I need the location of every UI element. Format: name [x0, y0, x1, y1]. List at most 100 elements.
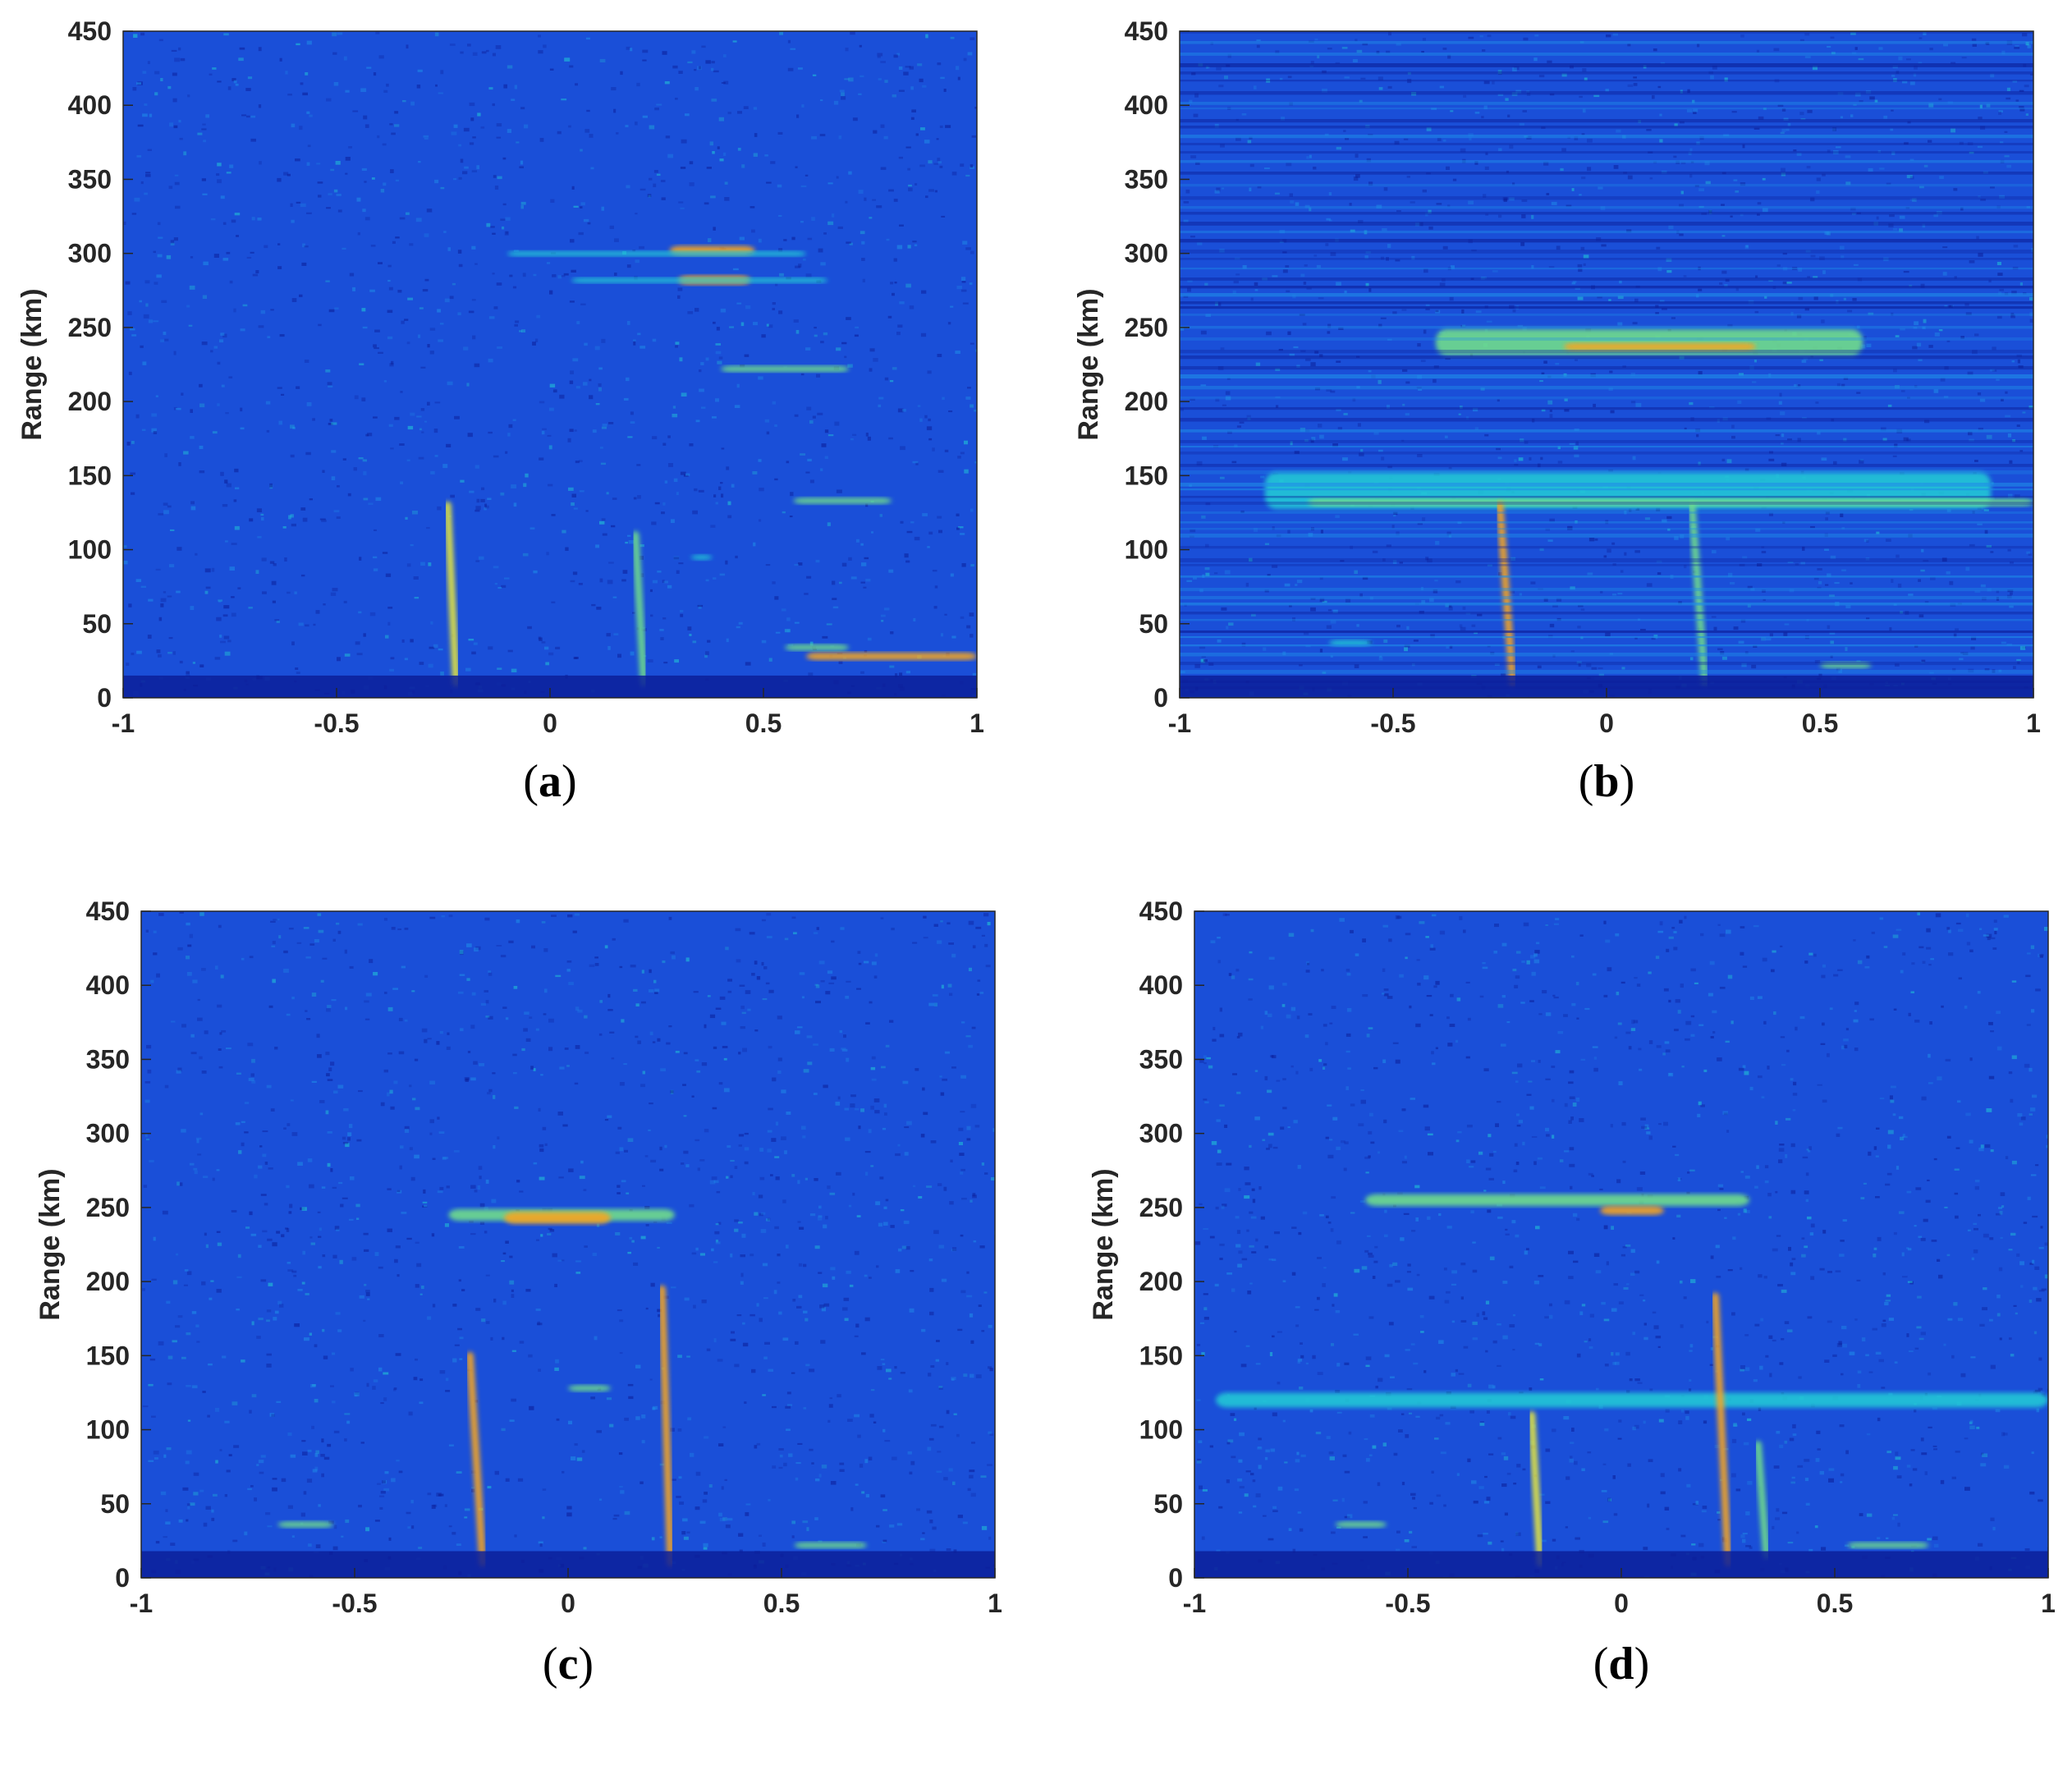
y-tick-label: 350 [68, 164, 112, 194]
noise-texture [123, 31, 977, 698]
y-tick-label: 250 [68, 313, 112, 342]
y-tick-label: 100 [1125, 535, 1168, 565]
y-tick-label: 450 [86, 896, 130, 926]
y-tick-label: 100 [86, 1415, 130, 1445]
x-tick-label: 0.5 [1802, 708, 1838, 738]
x-tick-label: -1 [1168, 708, 1191, 738]
x-tick-label: 0.5 [1817, 1588, 1853, 1618]
echo-band-3 [1335, 1521, 1387, 1528]
y-tick-label: 200 [68, 387, 112, 416]
echo-band-0 [1365, 1194, 1749, 1207]
caption-open-paren: ( [523, 756, 539, 807]
panel-d: -1-0.500.51050100150200250300350400450Do… [1036, 882, 2072, 1765]
x-tick-label: -0.5 [1385, 1588, 1430, 1618]
y-axis-label: Range (km) [16, 288, 48, 440]
echo-band-7 [785, 644, 849, 651]
y-tick-label: 400 [86, 970, 130, 1000]
x-tick-label: 1 [2026, 708, 2041, 738]
heatmap-area [123, 31, 977, 698]
y-tick-label: 250 [1139, 1193, 1183, 1222]
bragg-line-7 [658, 1285, 675, 1567]
echo-band-3 [277, 1521, 333, 1528]
heatmap-chart-d: -1-0.500.51050100150200250300350400450Do… [1088, 896, 2056, 1618]
y-axis-label: Range (km) [34, 1168, 66, 1320]
heatmap-chart-a: -1-0.500.51050100150200250300350400450Do… [16, 16, 984, 738]
caption-letter: a [539, 756, 562, 807]
y-tick-label: 300 [68, 239, 112, 268]
echo-band-4 [1847, 1542, 1929, 1548]
echo-band-1 [504, 1212, 611, 1224]
noise-texture [1194, 912, 2048, 1578]
y-tick-label: 50 [100, 1489, 130, 1519]
y-tick-label: 200 [1125, 387, 1168, 416]
echo-band-3 [571, 277, 827, 283]
y-tick-label: 200 [1139, 1267, 1183, 1296]
y-tick-label: 400 [1139, 970, 1183, 1000]
y-tick-label: 100 [68, 535, 112, 565]
y-tick-label: 250 [86, 1193, 130, 1222]
x-tick-label: -0.5 [332, 1588, 377, 1618]
panel-caption: (d) [1103, 1638, 2072, 1690]
y-tick-label: 400 [68, 90, 112, 120]
y-tick-label: 400 [1125, 90, 1168, 120]
caption-letter: d [1608, 1639, 1634, 1689]
y-tick-label: 450 [1139, 896, 1183, 926]
bragg-line-6 [1496, 501, 1517, 687]
panel-caption: (a) [32, 755, 1068, 808]
echo-band-8 [690, 554, 713, 560]
x-tick-label: -1 [130, 1588, 153, 1618]
y-tick-label: 0 [97, 683, 112, 713]
bragg-line-8 [1753, 1441, 1771, 1560]
y-tick-label: 50 [1153, 1489, 1183, 1519]
panel-caption: (c) [50, 1638, 1086, 1690]
y-tick-label: 150 [68, 461, 112, 490]
echo-band-4 [721, 365, 849, 373]
caption-letter: c [557, 1639, 579, 1689]
y-tick-label: 450 [1125, 16, 1168, 46]
caption-letter: b [1593, 756, 1620, 807]
bragg-line-7 [1711, 1292, 1732, 1567]
heatmap-area [1194, 911, 2048, 1578]
x-tick-label: -1 [112, 708, 135, 738]
caption-open-paren: ( [1593, 1639, 1609, 1689]
y-axis-label: Range (km) [1088, 1168, 1119, 1320]
panel-b: -1-0.500.51050100150200250300350400450Do… [1036, 0, 2072, 882]
panel-caption: (b) [1089, 755, 2072, 808]
y-tick-label: 350 [1125, 164, 1168, 194]
echo-band-1 [1564, 342, 1756, 351]
y-tick-label: 350 [1139, 1044, 1183, 1074]
bragg-line-5 [1528, 1411, 1544, 1567]
caption-open-paren: ( [1578, 756, 1594, 807]
x-tick-label: 0 [1614, 1588, 1629, 1618]
bragg-line-11 [631, 531, 648, 687]
y-tick-label: 0 [1168, 1563, 1183, 1593]
panel-a: -1-0.500.51050100150200250300350400450Do… [0, 0, 1036, 882]
x-tick-label: -0.5 [1370, 708, 1415, 738]
echo-band-5 [793, 497, 892, 504]
echo-band-5 [1820, 662, 1872, 668]
y-tick-label: 0 [1153, 683, 1168, 713]
x-tick-label: 1 [970, 708, 984, 738]
x-tick-label: 0.5 [763, 1588, 800, 1618]
y-tick-label: 50 [82, 609, 112, 639]
y-tick-label: 150 [1125, 461, 1168, 490]
bragg-line-9 [443, 501, 461, 687]
heatmap-area [141, 911, 995, 1578]
echo-band-2 [1216, 1392, 2048, 1408]
caption-close-paren: ) [578, 1639, 594, 1689]
echo-band-1 [1600, 1206, 1664, 1215]
caption-close-paren: ) [1619, 756, 1635, 807]
x-tick-label: -1 [1183, 1588, 1206, 1618]
x-tick-label: 0.5 [745, 708, 782, 738]
y-tick-label: 300 [1125, 239, 1168, 268]
y-tick-label: 450 [68, 16, 112, 46]
heatmap-chart-b: -1-0.500.51050100150200250300350400450Do… [1073, 16, 2041, 738]
y-tick-label: 150 [1139, 1341, 1183, 1370]
echo-band-3 [1308, 498, 2033, 507]
x-tick-label: 0 [1599, 708, 1614, 738]
y-axis-label: Range (km) [1073, 288, 1104, 440]
echo-band-4 [794, 1542, 867, 1548]
x-tick-label: 0 [561, 1588, 575, 1618]
y-tick-label: 150 [86, 1341, 130, 1370]
panel-c: -1-0.500.51050100150200250300350400450Do… [0, 882, 1036, 1765]
